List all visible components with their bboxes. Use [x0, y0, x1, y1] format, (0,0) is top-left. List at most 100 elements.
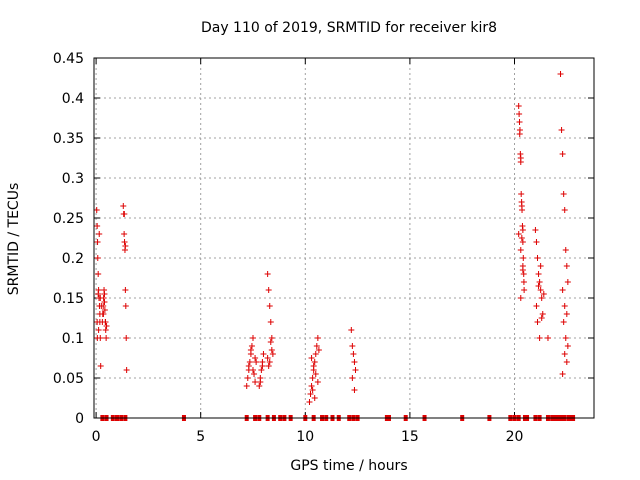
data-point: [307, 391, 314, 397]
data-point: [561, 207, 568, 213]
data-point: [315, 347, 322, 353]
data-point: [103, 323, 110, 329]
data-point: [538, 315, 545, 321]
data-points: [93, 71, 576, 421]
data-point: [311, 395, 318, 401]
data-point: [121, 211, 128, 217]
data-point: [517, 295, 524, 301]
data-point: [268, 347, 275, 353]
data-point: [122, 303, 129, 309]
data-point: [544, 335, 551, 341]
y-tick-label: 0.15: [53, 291, 84, 307]
data-point: [517, 155, 524, 161]
data-point: [559, 371, 566, 377]
data-point: [561, 351, 568, 357]
data-point: [538, 295, 545, 301]
data-point: [252, 379, 259, 385]
data-point: [123, 335, 130, 341]
x-tick-label: 15: [401, 429, 419, 445]
y-tick-label: 0: [75, 411, 84, 427]
data-point: [100, 311, 107, 317]
data-point: [517, 247, 524, 253]
data-point: [560, 191, 567, 197]
data-point: [516, 131, 523, 137]
data-point: [313, 343, 320, 349]
data-point: [534, 255, 541, 261]
data-point: [521, 287, 528, 293]
data-point: [100, 295, 107, 301]
data-point: [244, 375, 251, 381]
data-point: [264, 271, 271, 277]
data-point: [562, 247, 569, 253]
data-point: [563, 311, 570, 317]
data-point: [122, 243, 129, 249]
data-point: [312, 371, 319, 377]
data-point: [561, 303, 568, 309]
data-point: [558, 127, 565, 133]
data-point: [123, 367, 130, 373]
data-point: [248, 343, 255, 349]
data-point: [564, 279, 571, 285]
data-point: [536, 335, 543, 341]
data-point: [266, 359, 273, 365]
data-point: [260, 351, 267, 357]
data-point: [560, 319, 567, 325]
data-point: [102, 327, 109, 333]
data-point: [520, 255, 527, 261]
data-point: [539, 311, 546, 317]
data-point: [256, 383, 263, 389]
y-tick-label: 0.05: [53, 371, 84, 387]
data-point: [309, 375, 316, 381]
data-point: [94, 239, 101, 245]
x-tick-label: 10: [296, 429, 314, 445]
data-point: [306, 399, 313, 405]
data-point: [537, 263, 544, 269]
y-tick-label: 0.2: [62, 251, 84, 267]
data-point: [515, 231, 522, 237]
data-point: [249, 367, 256, 373]
data-point: [349, 343, 356, 349]
chart-title: Day 110 of 2019, SRMTID for receiver kir…: [201, 20, 497, 36]
data-point: [246, 359, 253, 365]
data-point: [257, 379, 264, 385]
data-point: [249, 335, 256, 341]
data-point: [267, 339, 274, 345]
data-point: [95, 291, 102, 297]
x-axis-label: GPS time / hours: [290, 458, 407, 474]
data-point: [96, 231, 103, 237]
y-tick-label: 0.1: [62, 331, 84, 347]
data-point: [102, 319, 109, 325]
y-tick-label: 0.45: [53, 51, 84, 67]
data-point: [519, 239, 526, 245]
data-point: [101, 307, 108, 313]
data-point: [519, 227, 526, 233]
axis-ticks: 0 0.05 0.1 0.15 0.2 0.25 0.3 0.35 0.4 0.45 0 5 10 15 2…: [53, 51, 594, 445]
data-point: [267, 319, 274, 325]
data-point: [314, 335, 321, 341]
data-point: [269, 351, 276, 357]
data-point: [245, 363, 252, 369]
data-point: [268, 335, 275, 341]
data-point: [311, 359, 318, 365]
data-point: [351, 359, 358, 365]
data-point: [265, 287, 272, 293]
data-point: [309, 387, 316, 393]
data-point: [533, 303, 540, 309]
data-point: [100, 303, 107, 309]
data-point: [93, 207, 100, 213]
data-point: [253, 359, 260, 365]
data-point: [562, 335, 569, 341]
y-tick-label: 0.25: [53, 211, 84, 227]
data-point: [537, 287, 544, 293]
data-point: [264, 355, 271, 361]
data-point: [515, 103, 522, 109]
data-point: [314, 379, 321, 385]
x-tick-label: 0: [92, 429, 101, 445]
data-point: [516, 111, 523, 117]
data-point: [533, 239, 540, 245]
data-point: [535, 283, 542, 289]
data-point: [266, 303, 273, 309]
data-point: [312, 351, 319, 357]
data-point: [103, 335, 110, 341]
